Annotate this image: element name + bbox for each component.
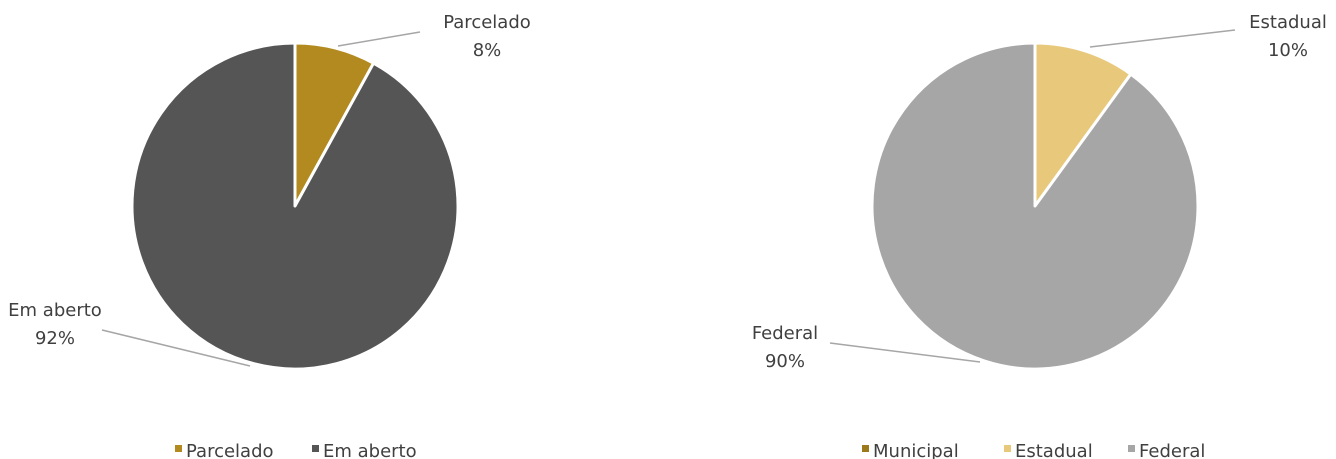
legend-swatch (1004, 445, 1011, 452)
legend-label: Em aberto (323, 441, 417, 459)
data-label-name: Estadual (1249, 12, 1327, 33)
pie-slice (130, 41, 460, 371)
data-label-name: Em aberto (8, 300, 102, 321)
leader-line (829, 342, 981, 363)
data-label-value: 10% (1268, 40, 1308, 61)
leader-line (337, 31, 421, 47)
legend-swatch (862, 445, 869, 452)
legend-label: Federal (1139, 441, 1205, 459)
data-label-value: 8% (473, 40, 502, 61)
legend-label: Municipal (873, 441, 959, 459)
data-label-value: 92% (35, 328, 75, 349)
legend-label: Estadual (1015, 441, 1093, 459)
leader-line (101, 329, 251, 367)
leader-line (1089, 29, 1236, 48)
legend-swatch (312, 445, 319, 452)
legend-swatch (1128, 445, 1135, 452)
data-label-value: 90% (765, 351, 805, 372)
legend-swatch (175, 445, 182, 452)
legend-label: Parcelado (186, 441, 274, 459)
data-label-name: Parcelado (443, 12, 531, 33)
data-label-name: Federal (752, 323, 818, 344)
pie-slice (870, 41, 1200, 371)
pie-slice (1033, 41, 1133, 208)
